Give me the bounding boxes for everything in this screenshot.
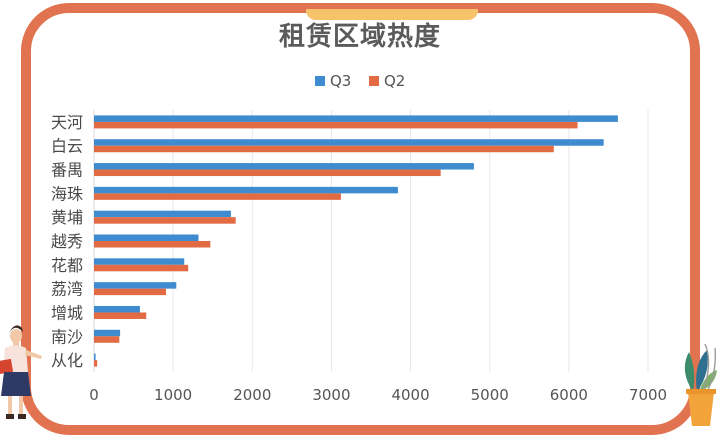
bar-q3 <box>94 353 96 361</box>
x-tick-label: 0 <box>89 386 99 404</box>
bar-q2 <box>94 288 167 296</box>
legend-swatch <box>369 76 379 86</box>
category-label: 番禺 <box>51 161 83 180</box>
bar-q3 <box>94 115 618 122</box>
category-label: 从化 <box>51 351 83 370</box>
potted-plant-illustration <box>684 343 717 426</box>
bar-q3 <box>94 163 474 170</box>
bar-q3 <box>94 139 604 146</box>
bar-q3 <box>94 186 398 194</box>
x-tick-label: 6000 <box>550 386 588 404</box>
category-label: 黄埔 <box>51 208 83 227</box>
bar-q2 <box>94 145 554 153</box>
bar-q3 <box>94 282 177 289</box>
bar-q2 <box>94 360 98 367</box>
bar-q3 <box>94 234 199 241</box>
x-tick-label: 1000 <box>154 386 192 404</box>
legend: Q3 Q2 <box>315 72 405 90</box>
category-label: 花都 <box>51 256 83 275</box>
category-label: 越秀 <box>51 232 83 251</box>
x-tick-label: 5000 <box>471 386 509 404</box>
frame-accent-tab <box>306 9 478 20</box>
category-label: 海珠 <box>51 184 83 203</box>
grid-layer <box>93 110 649 372</box>
x-tick-label: 7000 <box>629 386 667 404</box>
legend-swatch <box>315 76 325 86</box>
bar-q3 <box>94 210 231 218</box>
bar-q2 <box>94 312 147 319</box>
labels-layer: 0 1000 2000 3000 4000 5000 6000 7000 天河白云番禺海珠黄埔越… <box>51 113 667 404</box>
category-label: 白云 <box>51 137 83 156</box>
bar-q2 <box>94 217 236 224</box>
bar-q2 <box>94 264 189 272</box>
chart-title: 租赁区域热度 <box>278 22 441 52</box>
legend-label: Q2 <box>384 72 405 90</box>
bar-q2 <box>94 193 341 200</box>
woman-with-folder-illustration <box>0 325 42 419</box>
bars-layer <box>94 115 618 367</box>
bar-q3 <box>94 258 185 265</box>
category-label: 荔湾 <box>51 280 83 299</box>
category-label: 南沙 <box>51 327 83 346</box>
bar-q2 <box>94 336 120 343</box>
bar-q2 <box>94 241 211 248</box>
category-label: 增城 <box>51 303 83 322</box>
bar-q3 <box>94 305 140 313</box>
x-tick-label: 4000 <box>391 386 429 404</box>
bar-q2 <box>94 169 441 177</box>
bar-q3 <box>94 329 121 337</box>
category-label: 天河 <box>51 113 83 132</box>
x-tick-label: 3000 <box>312 386 350 404</box>
bar-q2 <box>94 121 578 129</box>
x-tick-label: 2000 <box>233 386 271 404</box>
legend-label: Q3 <box>330 72 351 90</box>
